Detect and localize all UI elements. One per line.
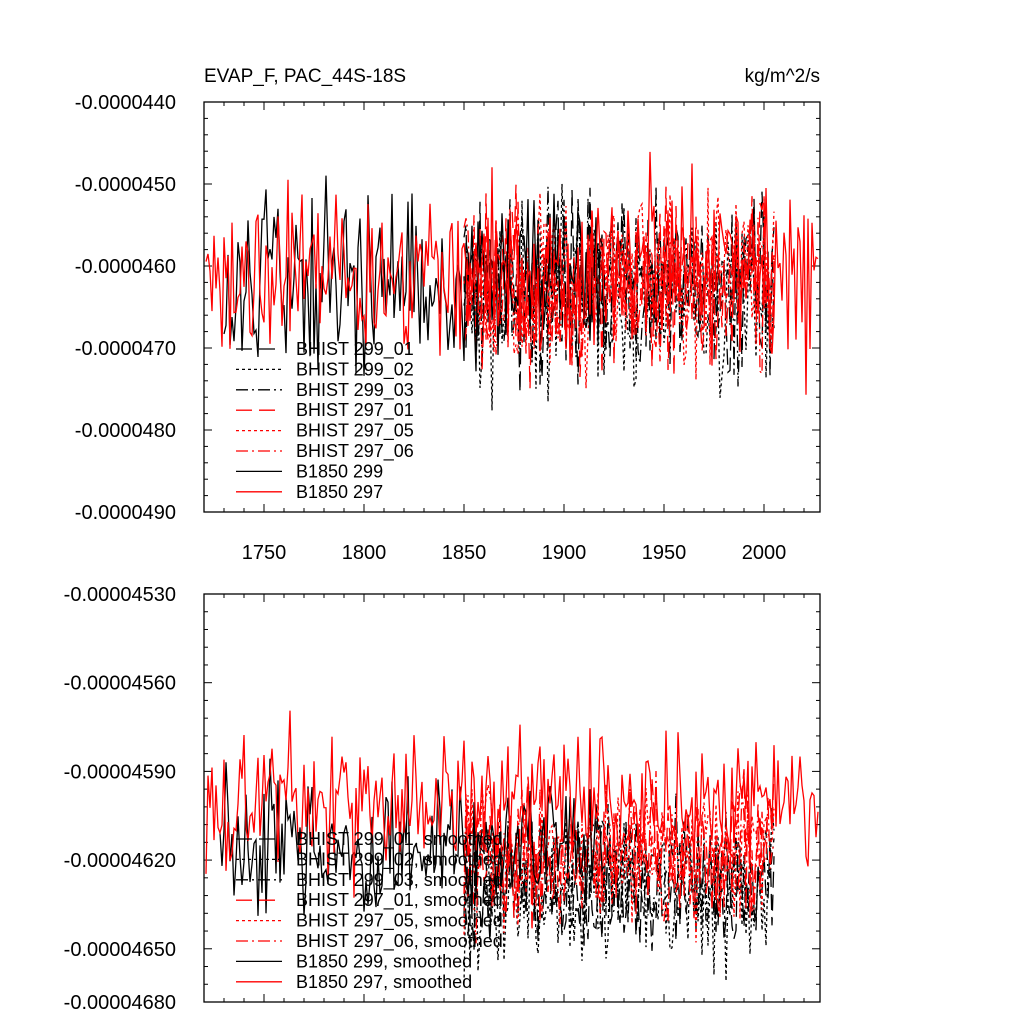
series-line xyxy=(223,175,605,376)
legend-label: B1850 299, smoothed xyxy=(296,951,472,971)
series-line xyxy=(463,183,775,411)
legend-label: BHIST 297_06, smoothed xyxy=(296,931,503,952)
y-tick-label: -0.00004680 xyxy=(64,992,176,1014)
series-line xyxy=(205,710,819,898)
legend-label: BHIST 299_02, smoothed xyxy=(296,849,503,870)
y-tick-label: -0.0000450 xyxy=(75,174,176,196)
y-tick-label: -0.00004620 xyxy=(64,850,176,872)
y-tick-label: -0.0000470 xyxy=(75,338,176,360)
top-panel-title: EVAP_F, PAC_44S-18S xyxy=(204,66,406,87)
legend-label: B1850 297, smoothed xyxy=(296,972,472,992)
y-tick-label: -0.0000480 xyxy=(75,420,176,442)
y-tick-label: -0.00004590 xyxy=(64,761,176,783)
legend-label: BHIST 297_06 xyxy=(296,441,414,462)
legend-label: BHIST 297_01, smoothed xyxy=(296,890,503,911)
legend-label: BHIST 299_03 xyxy=(296,380,414,401)
x-tick-label: 1850 xyxy=(442,542,487,564)
top-panel: EVAP_F, PAC_44S-18S kg/m^2/s 1750 1800 185… xyxy=(75,66,821,564)
legend-label: B1850 299 xyxy=(296,461,383,481)
legend-label: BHIST 297_05 xyxy=(296,421,414,442)
y-tick-label: -0.00004560 xyxy=(64,673,176,695)
legend-label: BHIST 297_05, smoothed xyxy=(296,911,503,932)
bottom-panel: -0.00004530 -0.00004560 -0.00004590 -0.0000… xyxy=(64,584,821,1014)
x-tick-label: 1750 xyxy=(242,542,287,564)
legend-label: BHIST 299_01 xyxy=(296,339,414,360)
series-line xyxy=(463,198,775,376)
y-tick-label: -0.0000460 xyxy=(75,256,176,278)
legend-label: BHIST 297_01 xyxy=(296,400,414,421)
legend-label: BHIST 299_03, smoothed xyxy=(296,870,503,891)
plot-frame xyxy=(203,101,821,513)
x-tick-label: 1900 xyxy=(542,542,587,564)
top-panel-units: kg/m^2/s xyxy=(745,66,820,87)
legend-label: B1850 297 xyxy=(296,482,383,502)
y-tick-label: -0.00004530 xyxy=(64,584,176,606)
y-tick-label: -0.00004650 xyxy=(64,939,176,961)
legend-label: BHIST 299_02 xyxy=(296,359,414,380)
series-group xyxy=(205,710,819,984)
series-line xyxy=(219,758,605,916)
x-tick-label: 2000 xyxy=(742,542,787,564)
y-tick-label: -0.0000490 xyxy=(75,502,176,524)
legend-label: BHIST 299_01, smoothed xyxy=(296,829,503,850)
series-group xyxy=(205,151,819,411)
series-line xyxy=(463,187,775,389)
x-tick-label: 1950 xyxy=(642,542,687,564)
x-tick-label: 1800 xyxy=(342,542,387,564)
plot-frame xyxy=(203,593,821,1003)
y-tick-label: -0.0000440 xyxy=(75,92,176,114)
series-line xyxy=(205,151,819,395)
